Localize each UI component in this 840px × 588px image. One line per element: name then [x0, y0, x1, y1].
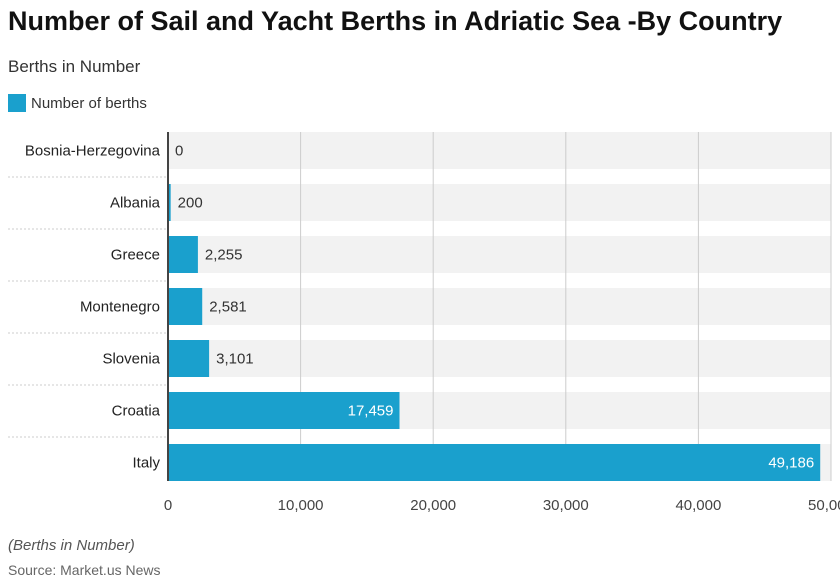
bar [168, 444, 821, 481]
chart-title: Number of Sail and Yacht Berths in Adria… [8, 6, 783, 36]
bar [168, 340, 210, 377]
data-label: 2,255 [205, 247, 243, 264]
data-label: 200 [178, 195, 203, 212]
bar [168, 288, 203, 325]
data-label: 2,581 [209, 299, 247, 316]
category-label: Croatia [112, 403, 161, 420]
data-label: 17,459 [348, 403, 394, 420]
row-band [168, 236, 831, 273]
row-band [168, 132, 831, 169]
x-tick-label: 50,000 [808, 497, 840, 514]
x-tick-label: 30,000 [543, 497, 589, 514]
source: Source: Market.us News [8, 562, 161, 578]
bar [168, 236, 198, 273]
x-tick-label: 10,000 [278, 497, 324, 514]
legend-swatch [8, 94, 26, 112]
row-band [168, 184, 831, 221]
x-tick-label: 20,000 [410, 497, 456, 514]
bar [168, 392, 400, 429]
legend: Number of berths [8, 94, 147, 112]
x-tick-label: 40,000 [675, 497, 721, 514]
legend-label: Number of berths [31, 94, 147, 112]
category-label: Italy [132, 455, 160, 472]
data-label: 49,186 [768, 455, 814, 472]
category-label: Albania [110, 195, 161, 212]
category-label: Bosnia-Herzegovina [25, 143, 161, 160]
chart-subtitle: Berths in Number [8, 57, 141, 76]
x-tick-label: 0 [164, 497, 172, 514]
footnote: (Berths in Number) [8, 537, 135, 554]
category-label: Slovenia [102, 351, 160, 368]
row-band [168, 288, 831, 325]
row-band [168, 340, 831, 377]
category-label: Greece [111, 247, 160, 264]
data-label: 0 [175, 143, 183, 160]
data-label: 3,101 [216, 351, 254, 368]
category-label: Montenegro [80, 299, 160, 316]
bar [168, 184, 171, 221]
